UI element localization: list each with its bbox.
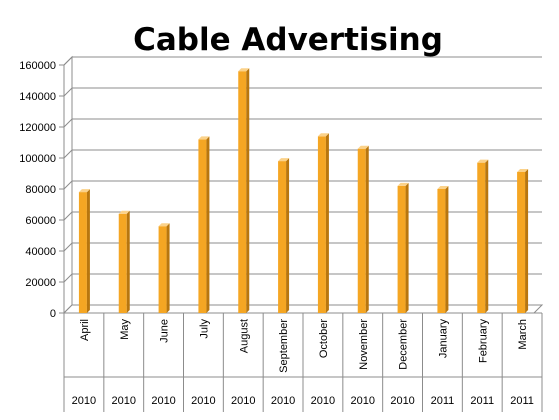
- year-label: 2010: [112, 395, 136, 407]
- bar-top: [238, 68, 250, 72]
- bar-side: [206, 136, 210, 313]
- x-tick-label: September: [278, 319, 290, 373]
- bar-side: [365, 145, 369, 313]
- gridline: [63, 211, 542, 221]
- bar-july: [198, 136, 210, 313]
- bar-top: [278, 158, 290, 162]
- grid-layer: [62, 55, 544, 315]
- bar-top: [357, 145, 369, 149]
- bar-side: [445, 186, 449, 313]
- gridline: [63, 56, 542, 66]
- bar-side: [485, 159, 489, 313]
- bar-front: [397, 185, 406, 313]
- year-label: 2010: [151, 395, 175, 407]
- y-tick-label: 100000: [19, 153, 56, 165]
- bar-front: [357, 148, 366, 313]
- x-tick-label: May: [119, 319, 131, 340]
- bar-november: [357, 145, 369, 313]
- bar-side: [405, 182, 409, 313]
- bar-layer: [78, 68, 529, 313]
- bar-front: [437, 189, 446, 313]
- floor: [62, 304, 544, 314]
- bar-side: [126, 210, 130, 313]
- year-label: 2011: [510, 395, 534, 407]
- y-tick-label: 40000: [25, 246, 56, 258]
- bar-august: [238, 68, 250, 313]
- gridline: [63, 180, 542, 190]
- bar-front: [198, 139, 207, 313]
- bar-side: [325, 133, 329, 313]
- year-label: 2010: [390, 395, 414, 407]
- x-tick-label: August: [238, 319, 250, 353]
- gridline: [63, 118, 542, 128]
- x-tick-label: July: [198, 319, 210, 339]
- label-layer: 0 20000 40000 60000 80000 100000 120000 140000 1…: [19, 60, 534, 407]
- bar-front: [118, 213, 127, 313]
- axis-layer: [59, 64, 543, 412]
- x-tick-label: November: [358, 319, 370, 370]
- bar-march: [517, 168, 529, 313]
- bar-front: [158, 226, 167, 313]
- bar-february: [477, 159, 489, 313]
- y-tick-label: 120000: [19, 122, 56, 134]
- bar-top: [397, 182, 409, 186]
- year-label: 2010: [72, 395, 96, 407]
- y-tick-label: 140000: [19, 91, 56, 103]
- bar-december: [397, 182, 409, 313]
- bar-side: [86, 189, 90, 313]
- bar-top: [317, 133, 329, 137]
- bar-side: [166, 223, 170, 313]
- bar-front: [278, 161, 287, 313]
- gridline: [63, 149, 542, 159]
- year-label: 2010: [271, 395, 295, 407]
- bar-april: [78, 189, 90, 313]
- bar-top: [158, 223, 170, 227]
- year-label: 2011: [431, 395, 455, 407]
- y-tick-label: 0: [50, 308, 56, 320]
- bar-january: [437, 186, 449, 313]
- year-label: 2010: [191, 395, 215, 407]
- year-label: 2010: [311, 395, 335, 407]
- bar-september: [278, 158, 290, 313]
- bar-top: [118, 210, 130, 214]
- bar-june: [158, 223, 170, 313]
- bar-top: [477, 159, 489, 163]
- x-tick-label: January: [437, 319, 449, 359]
- bar-top: [78, 189, 90, 193]
- bar-front: [78, 192, 87, 313]
- gridline: [63, 242, 542, 252]
- x-tick-label: October: [318, 319, 330, 358]
- y-tick-label: 20000: [25, 277, 56, 289]
- bar-front: [317, 136, 326, 313]
- year-label: 2011: [470, 395, 494, 407]
- bar-october: [317, 133, 329, 313]
- gridline: [63, 87, 542, 97]
- bar-front: [517, 171, 526, 313]
- bar-top: [437, 186, 449, 189]
- x-tick-label: February: [477, 319, 489, 364]
- bar-top: [517, 168, 529, 172]
- gridline: [63, 273, 542, 283]
- x-tick-label: April: [79, 319, 91, 341]
- bar-front: [477, 162, 486, 313]
- y-tick-label: 80000: [25, 184, 56, 196]
- bar-front: [238, 71, 247, 313]
- bar-side: [246, 68, 250, 313]
- x-tick-label: March: [517, 319, 529, 350]
- year-label: 2010: [351, 395, 375, 407]
- bar-side: [286, 158, 290, 313]
- x-tick-label: June: [159, 319, 171, 343]
- bar-may: [118, 210, 130, 313]
- chart-title: Cable Advertising: [133, 22, 443, 58]
- bar-side: [525, 168, 529, 313]
- y-tick-label: 160000: [19, 60, 56, 72]
- y-tick-label: 60000: [25, 215, 56, 227]
- year-label: 2010: [231, 395, 255, 407]
- bar-top: [198, 136, 210, 140]
- x-tick-label: December: [398, 319, 410, 370]
